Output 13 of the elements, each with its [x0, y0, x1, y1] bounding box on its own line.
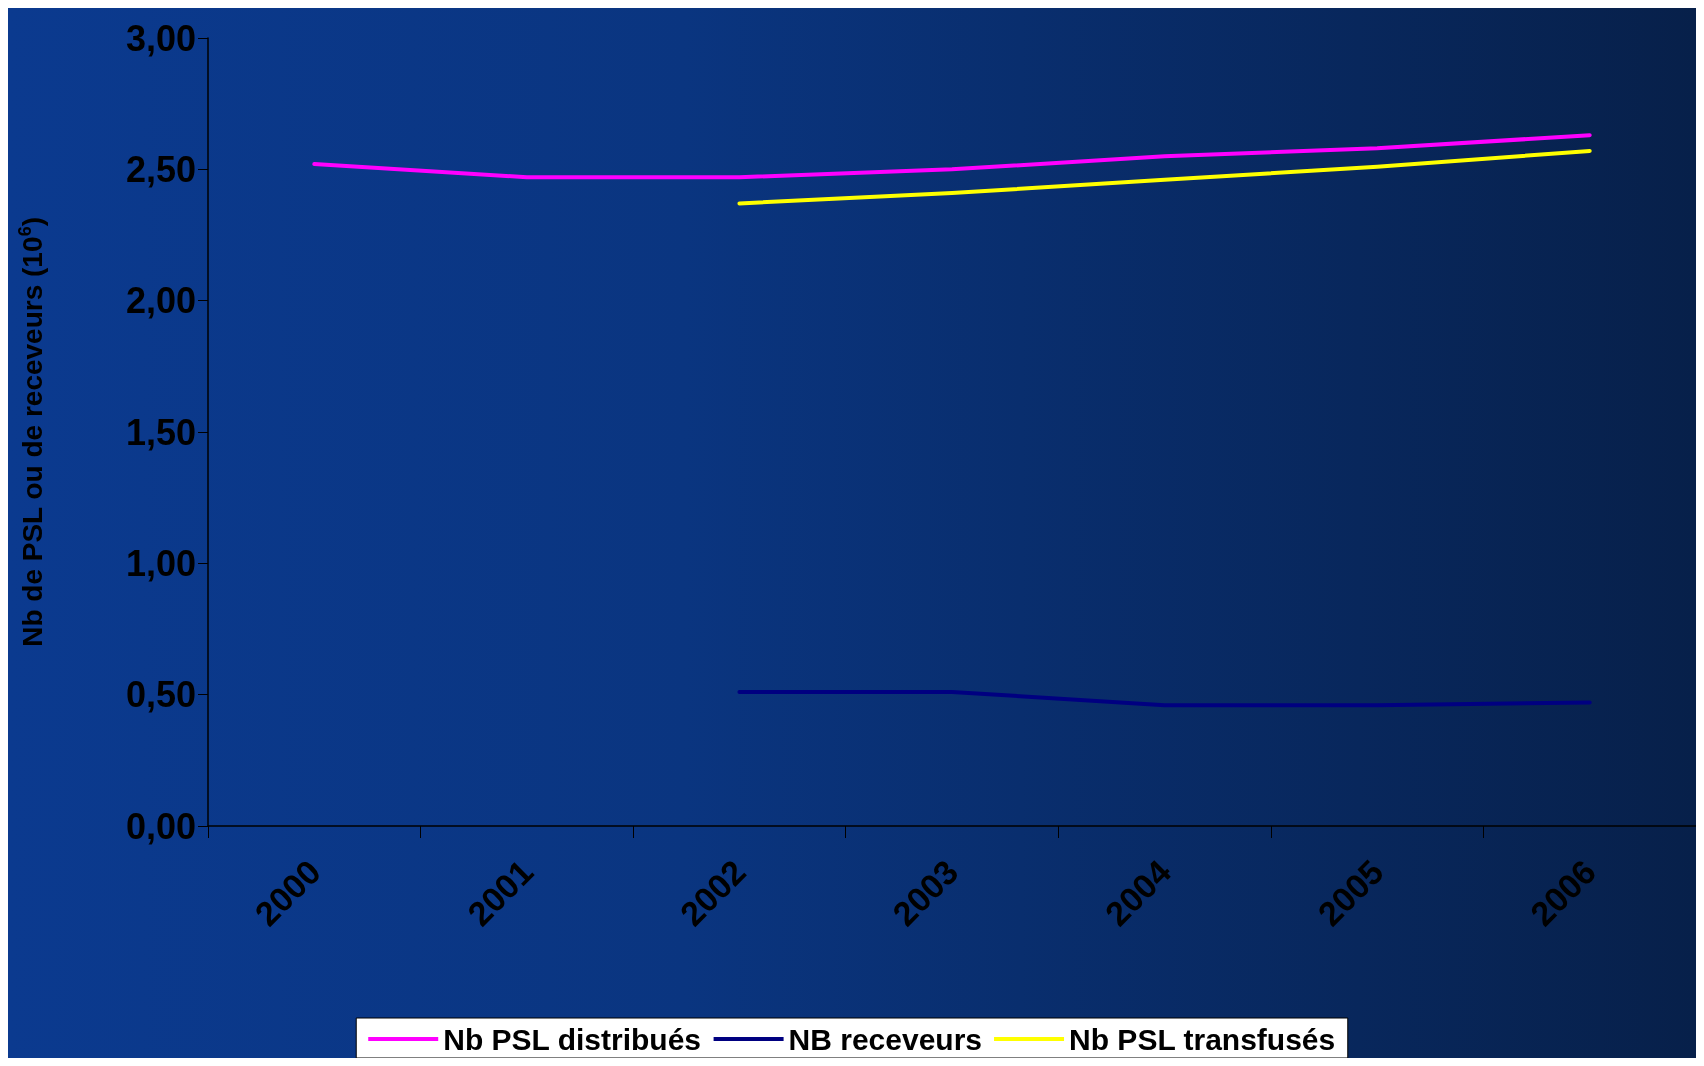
- legend-label: Nb PSL transfusés: [1069, 1022, 1336, 1056]
- line-series: [312, 133, 1592, 180]
- legend-label: Nb PSL distribués: [443, 1022, 702, 1056]
- legend-label: NB receveurs: [788, 1022, 983, 1056]
- y-tick-label: 1,50: [125, 411, 196, 453]
- y-tick-label: 1,00: [125, 542, 196, 584]
- y-tick-label: 3,00: [125, 17, 196, 59]
- y-tick-label: 0,00: [125, 805, 196, 847]
- y-tick-label: 2,50: [125, 148, 196, 190]
- y-tick-label: 2,00: [125, 280, 196, 322]
- y-axis-title: Nb de PSL ou de receveurs (106): [15, 216, 48, 647]
- line-series: [737, 148, 1592, 206]
- y-tick-label: 0,50: [125, 674, 196, 716]
